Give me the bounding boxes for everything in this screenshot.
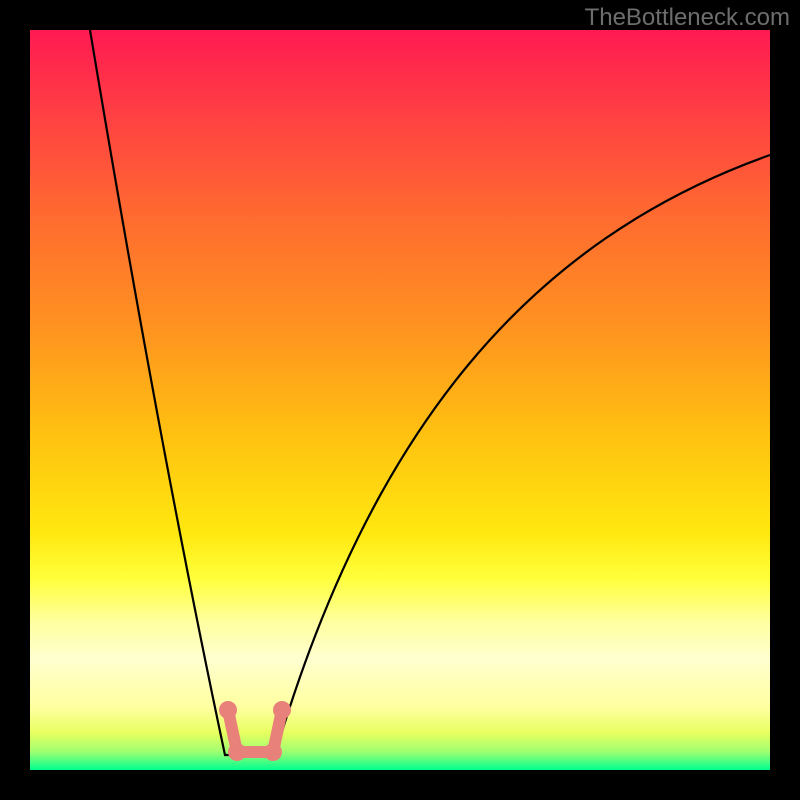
trough-point — [228, 743, 246, 761]
trough-point — [264, 743, 282, 761]
trough-point — [273, 701, 291, 719]
plot-svg — [30, 30, 770, 770]
gradient-background — [30, 30, 770, 770]
trough-point — [219, 701, 237, 719]
chart-container: TheBottleneck.com — [0, 0, 800, 800]
watermark-text: TheBottleneck.com — [585, 4, 790, 32]
plot-area — [30, 30, 770, 770]
